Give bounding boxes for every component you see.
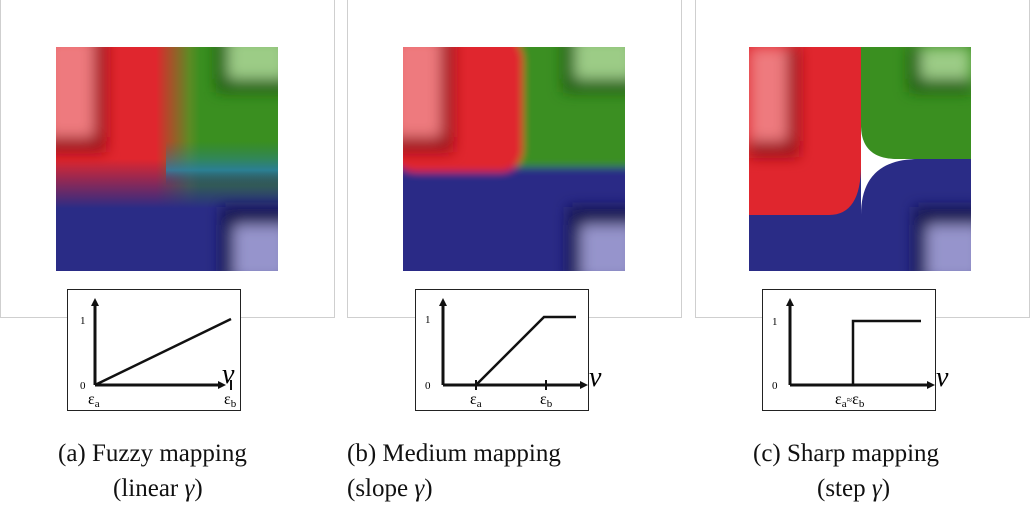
y-label-high: 1 [425,314,431,326]
y-axis-arrow [91,298,99,306]
y-axis-arrow [439,298,447,306]
tick-label-a: εa [88,391,100,410]
y-label-low: 0 [425,380,431,392]
panel-b: 1 0 εa εb ν (b) Medium mapping (slope γ) [347,0,682,516]
segmentation-image-fuzzy [56,47,278,271]
caption-b: (b) Medium mapping (slope γ) [347,436,677,506]
caption-a: (a) Fuzzy mapping (linear γ) [58,436,388,506]
tick-label-a-b: εa≈εb [835,391,865,410]
segmentation-image-sharp [749,47,971,271]
mapping-curve [94,317,232,387]
tick-label-a: εa [470,391,482,410]
panel-a: 1 0 ν εa εb (a) Fuzzy mapping (linear γ) [0,0,335,516]
caption-line1: (c) Sharp mapping [753,440,940,467]
tick-label-b: εb [540,391,553,410]
mapping-curve [790,319,921,387]
svg-text:ν: ν [589,362,602,393]
segmentation-image-medium [403,47,625,271]
mapping-plot-linear: 1 0 ν εa εb [67,289,241,411]
y-axis-arrow [786,298,794,306]
x-axis-arrow [218,381,226,389]
panel-c: 1 0 εa≈εb ν (c) Sharp mapping (step γ) [695,0,1030,516]
caption-line2: (step γ) [817,475,891,502]
tick-label-b: εb [224,391,237,410]
caption-line1: (a) Fuzzy mapping [58,440,247,467]
svg-text:ν: ν [936,362,949,393]
x-axis-symbol-outside: ν [589,362,602,393]
caption-line1: (b) Medium mapping [347,440,561,467]
y-label-high: 1 [80,315,86,327]
mapping-plot-slope: 1 0 εa εb [415,289,589,411]
caption-c: (c) Sharp mapping (step γ) [753,436,1032,506]
caption-line2: (linear γ) [113,475,203,502]
caption-line2: (slope γ) [347,475,433,502]
x-axis-symbol: ν [222,359,235,390]
x-axis-arrow [927,381,935,389]
y-label-low: 0 [772,380,778,392]
x-axis-symbol-outside: ν [936,362,949,393]
y-label-low: 0 [80,380,86,392]
x-axis-arrow [580,381,588,389]
y-label-high: 1 [772,316,778,328]
mapping-plot-step: 1 0 εa≈εb [762,289,936,411]
mapping-curve [443,315,576,387]
